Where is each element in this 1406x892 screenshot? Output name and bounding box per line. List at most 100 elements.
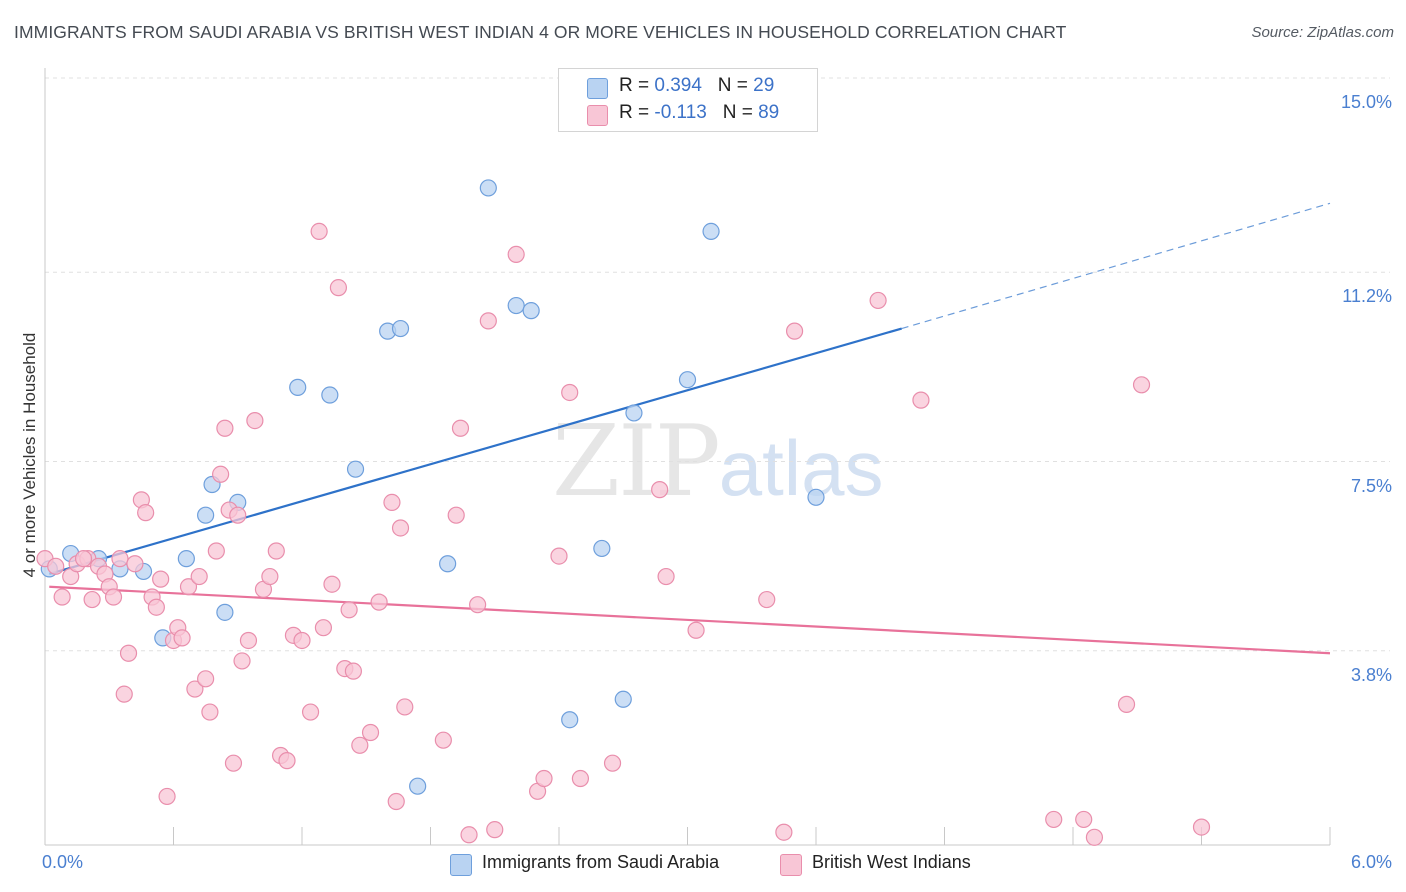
legend-swatch-blue: [450, 854, 472, 876]
data-point-pink: [1192, 818, 1211, 836]
data-point-pink: [451, 419, 470, 437]
data-point-pink: [212, 465, 230, 483]
data-point-pink: [869, 291, 887, 310]
data-point-blue: [479, 179, 497, 197]
data-point-pink: [1085, 828, 1104, 846]
trend-extension-blue: [901, 202, 1331, 330]
data-point-pink: [267, 542, 285, 560]
data-point-pink: [383, 493, 401, 512]
data-point-pink: [261, 567, 279, 586]
data-point-blue: [289, 378, 307, 396]
data-point-pink: [912, 391, 930, 409]
data-point-pink: [460, 826, 478, 844]
data-point-pink: [216, 419, 234, 437]
r-value: 0.394: [654, 75, 702, 96]
data-point-pink: [447, 506, 465, 524]
data-point-pink: [147, 598, 165, 616]
data-point-blue: [439, 555, 457, 573]
y-axis-title: 4 or more Vehicles in Household: [20, 332, 39, 578]
legend-label: British West Indians: [812, 852, 971, 872]
pink-swatch: [587, 105, 608, 126]
data-point-pink: [137, 504, 155, 522]
data-point-pink: [687, 621, 705, 639]
data-point-blue: [507, 296, 525, 315]
data-point-pink: [479, 312, 497, 330]
y-tick-label: 7.5%: [1350, 475, 1392, 496]
chart-title: IMMIGRANTS FROM SAUDI ARABIA VS BRITISH …: [14, 22, 1067, 42]
data-point-pink: [329, 279, 348, 297]
data-point-pink: [323, 575, 341, 593]
data-point-pink: [233, 652, 251, 670]
data-point-pink: [293, 631, 311, 650]
trend-lines: [48, 202, 1331, 655]
data-point-pink: [201, 703, 219, 721]
data-point-pink: [1117, 695, 1136, 713]
data-point-blue: [197, 506, 215, 524]
data-point-pink: [758, 590, 776, 609]
data-point-pink: [469, 596, 487, 614]
data-point-pink: [391, 519, 410, 537]
data-point-pink: [152, 570, 170, 588]
data-point-pink: [158, 787, 176, 806]
data-point-blue: [561, 711, 579, 729]
data-point-pink: [1045, 810, 1063, 829]
y-tick-label: 11.2%: [1342, 286, 1392, 307]
n-value: 29: [753, 75, 775, 96]
data-point-pink: [361, 723, 380, 742]
n-label: N =: [722, 102, 759, 123]
stats-text: R = 0.394 N = 29: [619, 75, 774, 97]
n-label: N =: [717, 75, 754, 96]
data-point-blue: [522, 302, 540, 320]
data-point-blue: [614, 690, 632, 708]
x-tick-label: 0.0%: [42, 852, 84, 872]
watermark: ZIPatlas: [552, 405, 884, 519]
data-point-pink: [344, 662, 362, 680]
data-point-pink: [1075, 810, 1093, 829]
n-value: 89: [758, 102, 780, 123]
data-point-pink: [314, 619, 333, 637]
data-point-pink: [301, 703, 320, 721]
data-point-pink: [507, 245, 525, 264]
legend-swatch-pink: [780, 854, 802, 876]
data-point-pink: [1132, 376, 1151, 394]
data-point-blue: [216, 603, 234, 621]
stats-legend-box: R = 0.394 N = 29 R = -0.113 N = 89: [558, 68, 818, 132]
data-point-pink: [229, 506, 247, 524]
data-point-pink: [310, 222, 328, 240]
data-point-pink: [370, 593, 388, 611]
data-points: [36, 79, 1211, 846]
data-point-pink: [571, 769, 590, 788]
data-point-pink: [173, 629, 191, 647]
data-point-pink: [104, 588, 123, 606]
data-point-blue: [807, 488, 825, 506]
data-point-pink: [434, 731, 452, 749]
data-point-pink: [207, 542, 225, 560]
data-point-blue: [409, 777, 427, 795]
data-point-pink: [115, 685, 133, 703]
data-point-pink: [550, 547, 568, 565]
data-point-pink: [190, 567, 208, 586]
data-point-pink: [486, 821, 504, 839]
watermark-atlas: atlas: [718, 424, 884, 512]
gridlines: [45, 77, 1390, 652]
trend-line-blue: [48, 327, 902, 576]
r-value: -0.113: [654, 102, 707, 123]
data-point-blue: [678, 371, 697, 389]
data-point-pink: [179, 578, 198, 596]
r-label: R =: [619, 75, 655, 96]
data-point-pink: [83, 590, 101, 609]
data-point-blue: [625, 404, 643, 422]
x-tick-label: 6.0%: [1350, 852, 1392, 872]
data-point-pink: [126, 555, 144, 573]
watermark-zip: ZIP: [552, 405, 721, 519]
data-point-pink: [186, 680, 204, 698]
data-point-blue: [593, 539, 611, 558]
r-label: R =: [619, 102, 655, 123]
data-point-pink: [561, 383, 579, 402]
stats-text: R = -0.113 N = 89: [619, 102, 779, 124]
data-point-pink: [785, 322, 804, 340]
data-point-pink: [396, 698, 414, 716]
data-point-pink: [74, 550, 93, 568]
data-point-pink: [47, 557, 65, 575]
data-point-blue: [346, 460, 365, 478]
